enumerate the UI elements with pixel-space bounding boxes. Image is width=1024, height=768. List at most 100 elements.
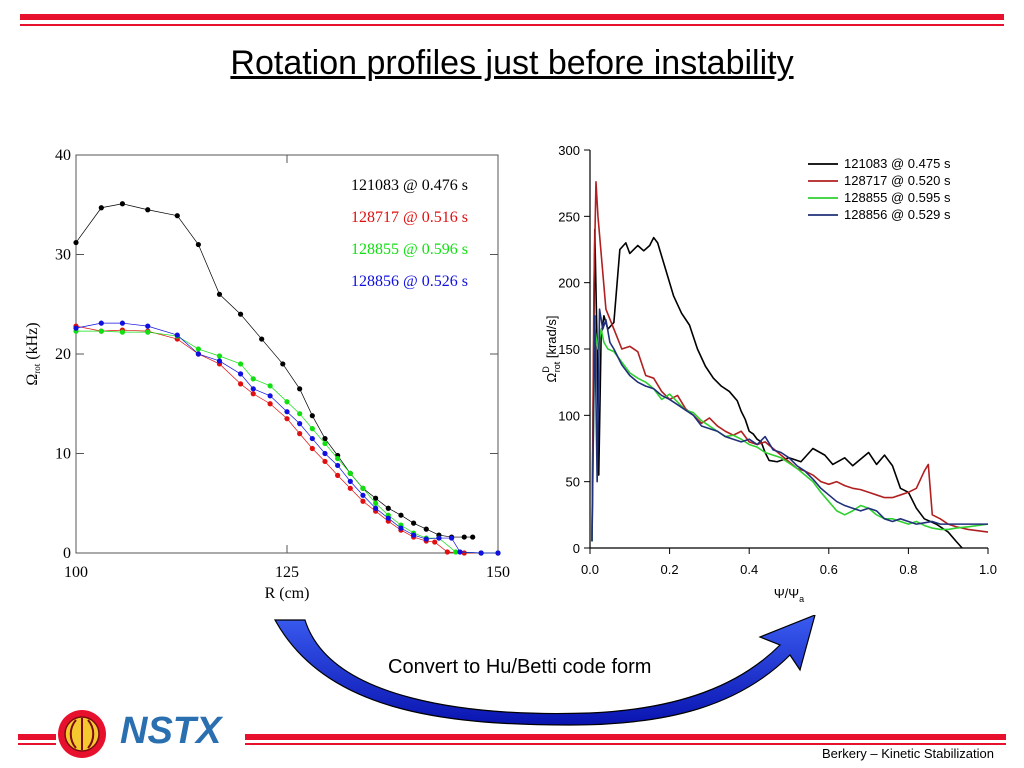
footer-rule-thin <box>245 743 1006 745</box>
right-xlabel-main: Ψ/Ψ <box>774 586 799 601</box>
left-data-point <box>373 495 379 501</box>
left-data-point <box>250 391 256 397</box>
left-ytick-label: 40 <box>55 147 71 164</box>
right-xtick-label: 0.6 <box>820 562 838 577</box>
left-data-point <box>297 411 303 417</box>
right-ytick-label: 300 <box>558 143 580 158</box>
left-ylabel-unit: (kHz) <box>24 322 41 363</box>
left-data-point <box>398 512 404 518</box>
left-data-point <box>297 421 303 427</box>
left-data-point <box>119 201 126 207</box>
left-chart: 0 10 20 30 40 100 125 150 R (cm) Ωrot (kHz) 121083… <box>20 140 520 610</box>
right-xtick-label: 0.4 <box>740 562 758 577</box>
left-data-point <box>237 371 244 377</box>
left-data-point <box>347 478 353 484</box>
left-data-point <box>453 549 459 555</box>
left-data-point <box>470 534 476 540</box>
right-legend-entry: 128856 @ 0.529 s <box>844 207 951 222</box>
left-data-point <box>216 353 223 359</box>
left-ytick-label: 20 <box>55 346 71 363</box>
top-rule <box>20 14 1004 20</box>
footer-rule-left-thin <box>18 743 56 745</box>
right-ylabel-sub: rot <box>552 361 562 372</box>
left-data-point <box>145 323 151 329</box>
left-data-point <box>461 534 467 540</box>
left-data-point <box>250 386 256 392</box>
left-series-line <box>76 330 498 554</box>
left-data-point <box>478 550 484 556</box>
left-data-point <box>495 550 501 556</box>
left-data-point <box>98 320 104 326</box>
right-series-line <box>591 328 989 542</box>
footer-text: Berkery – Kinetic Stabilization <box>822 746 994 761</box>
left-data-point <box>448 535 455 541</box>
left-data-point <box>216 358 223 364</box>
right-series-line <box>591 228 963 549</box>
left-data-point <box>444 549 450 555</box>
left-data-point <box>347 470 353 476</box>
left-data-point <box>195 351 201 357</box>
right-ytick-label: 150 <box>558 342 580 357</box>
left-data-point <box>309 426 315 432</box>
right-yaxis-label: ΩDrot [krad/s] <box>541 316 562 383</box>
left-data-point <box>411 520 417 526</box>
left-data-point <box>309 413 315 419</box>
left-data-point <box>432 539 438 545</box>
left-chart-svg: 0 10 20 30 40 100 125 150 R (cm) Ωrot (kHz) 121083… <box>24 147 510 602</box>
left-data-point <box>73 239 79 246</box>
top-rule-thin <box>20 24 1004 26</box>
left-data-point <box>237 361 244 367</box>
left-ytick-label: 0 <box>63 545 71 562</box>
left-data-point <box>411 532 417 538</box>
left-data-point <box>347 485 353 491</box>
left-data-point <box>250 376 256 382</box>
nstx-logo-icon <box>58 710 106 758</box>
left-data-point <box>436 535 442 541</box>
left-data-point <box>284 399 290 405</box>
footer-rule <box>245 734 1006 740</box>
left-legend-entry: 128717 @ 0.516 s <box>351 209 468 226</box>
left-data-point <box>385 505 391 511</box>
left-data-point <box>423 536 429 542</box>
left-ylabel-sub: rot <box>32 363 42 373</box>
left-data-point <box>267 383 273 389</box>
left-data-point <box>284 416 290 422</box>
left-xtick-label: 150 <box>486 564 510 581</box>
right-xaxis-label: Ψ/Ψa <box>774 586 804 604</box>
right-ytick-label: 200 <box>558 276 580 291</box>
slide-title: Rotation profiles just before instabilit… <box>230 44 794 82</box>
left-data-point <box>259 336 265 342</box>
right-ylabel-unit: [krad/s] <box>544 316 559 362</box>
right-ytick-label: 250 <box>558 209 580 224</box>
left-series-line <box>75 325 498 554</box>
right-series-line <box>591 308 988 542</box>
left-data-point <box>174 213 180 219</box>
left-data-point <box>360 498 366 504</box>
left-data-point <box>237 311 244 317</box>
right-legend-entry: 128717 @ 0.520 s <box>844 173 951 188</box>
left-data-point <box>119 329 126 335</box>
left-xaxis-label: R (cm) <box>265 585 310 602</box>
logo-text: NSTX <box>120 710 222 752</box>
left-ylabel-main: Ω <box>24 374 41 386</box>
left-data-point <box>373 500 379 506</box>
left-data-point <box>297 386 303 392</box>
left-data-point <box>309 435 315 442</box>
right-chart: 0 50 100 150 200 250 300 0.0 0.2 0.4 0.6 0.8 1.0 Ψ/Ψa… <box>520 138 1010 608</box>
right-xtick-label: 1.0 <box>979 562 997 577</box>
left-data-point <box>423 526 429 532</box>
left-ytick-label: 30 <box>55 247 71 264</box>
right-xlabel-sub: a <box>799 594 804 604</box>
left-data-point <box>145 329 151 335</box>
left-ytick-label: 10 <box>55 446 71 463</box>
right-ylabel-main: Ω <box>544 372 559 382</box>
left-data-point <box>385 515 391 521</box>
left-data-point <box>98 205 104 211</box>
right-chart-svg: 0 50 100 150 200 250 300 0.0 0.2 0.4 0.6 0.8 1.0 Ψ/Ψa… <box>541 143 997 604</box>
left-data-point <box>373 505 379 511</box>
right-xtick-label: 0.8 <box>899 562 917 577</box>
left-data-point <box>322 435 328 442</box>
right-legend-entry: 121083 @ 0.475 s <box>844 156 951 171</box>
left-data-point <box>360 492 366 498</box>
left-data-point <box>335 472 341 478</box>
